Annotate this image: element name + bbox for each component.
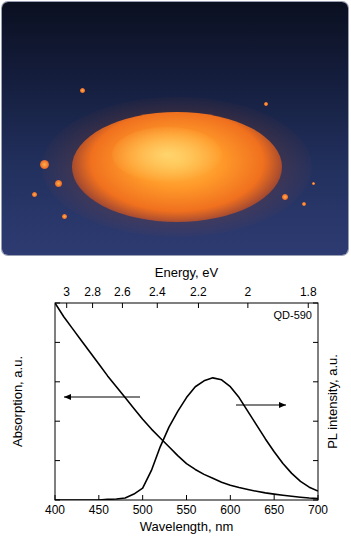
x2-tick: [122, 303, 123, 308]
annotation: QD-590: [273, 309, 312, 321]
x-tick-label: 700: [308, 503, 328, 517]
x-tick-label: 650: [264, 503, 284, 517]
x2-tick-label: 2.6: [114, 285, 131, 299]
y-tick: [55, 421, 60, 422]
x2-tick: [157, 303, 158, 308]
powder-grain: [312, 182, 315, 185]
x-tick: [142, 495, 143, 500]
x2-tick: [92, 303, 93, 308]
arrow-head: [64, 394, 71, 400]
x-tick-label: 400: [45, 503, 65, 517]
x2-tick-label: 1.8: [300, 285, 317, 299]
powder-grain: [282, 194, 288, 200]
arrow-head: [279, 402, 286, 408]
plot-area: [55, 303, 318, 500]
arrow: [236, 405, 286, 406]
x2-tick-label: 3: [63, 285, 70, 299]
powder-grain: [32, 192, 37, 197]
series-line: [55, 378, 318, 500]
series-line: [55, 303, 318, 499]
y2-tick: [313, 460, 318, 461]
powder-highlight: [112, 127, 222, 182]
x-tick: [186, 495, 187, 500]
x2-tick-label: 2: [245, 285, 252, 299]
powder-grain: [302, 202, 306, 206]
powder-grain: [55, 180, 62, 187]
x-tick-label: 500: [133, 503, 153, 517]
y-tick: [55, 460, 60, 461]
y2-tick: [313, 381, 318, 382]
chart: 400 450 500 550 600 650 700 3 2.8 2.6 2.4 2.2 2 1.8 Wa…: [0, 0, 351, 536]
y2-tick: [313, 303, 318, 304]
powder-grain: [62, 214, 67, 219]
y-axis-label: Absorption, a.u.: [10, 356, 25, 447]
photo: [2, 2, 348, 255]
x2-tick-label: 2.8: [84, 285, 101, 299]
x2-tick-label: 2.4: [149, 285, 166, 299]
plot-frame: [55, 303, 318, 500]
x2-tick: [66, 303, 67, 308]
y2-tick: [313, 500, 318, 501]
powder-grain: [80, 88, 85, 93]
x2-tick: [247, 303, 248, 308]
y-tick: [55, 342, 60, 343]
x-tick-label: 450: [89, 503, 109, 517]
arrow: [64, 397, 140, 398]
x2-tick-label: 2.2: [190, 285, 207, 299]
x-axis-label: Wavelength, nm: [140, 519, 233, 534]
x2-axis-label: Energy, eV: [155, 265, 219, 280]
x-tick: [230, 495, 231, 500]
y2-tick: [313, 421, 318, 422]
powder-grain: [264, 102, 268, 106]
x2-tick: [198, 303, 199, 308]
y-tick: [55, 381, 60, 382]
y2-axis-label: PL intensity, a.u.: [325, 354, 340, 449]
x-tick-label: 550: [176, 503, 196, 517]
x-tick: [274, 495, 275, 500]
powder-grain: [40, 160, 49, 169]
y2-tick: [313, 342, 318, 343]
x2-tick: [308, 303, 309, 308]
x-tick-label: 600: [220, 503, 240, 517]
